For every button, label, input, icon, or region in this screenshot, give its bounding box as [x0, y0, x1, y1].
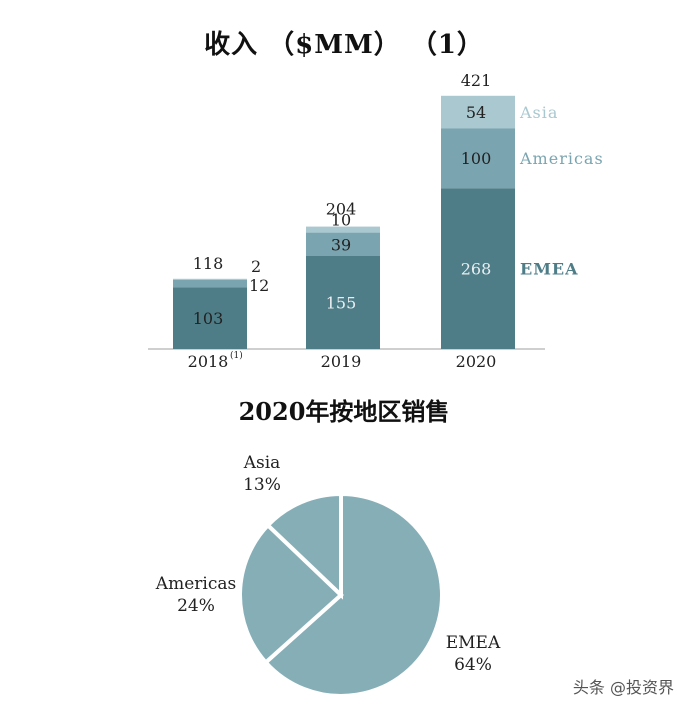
- bar-emea-2020: [441, 188, 515, 349]
- pie-slice-asia: [265, 491, 343, 600]
- bar-asia-2020: [441, 95, 515, 129]
- bar-asia-2018: [173, 278, 247, 280]
- x-tick-label: 2018: [188, 352, 229, 371]
- legend-asia: Asia: [519, 103, 558, 122]
- pie-label-percent: 13%: [243, 475, 281, 495]
- bar-asia-2019: [306, 226, 380, 233]
- bar-value-label: 100: [461, 149, 492, 168]
- pie-slice-americas: [238, 522, 344, 666]
- bar-value-label: 103: [193, 309, 224, 328]
- watermark: 头条 @投资界: [572, 678, 674, 697]
- bar-value-label: 12: [249, 276, 269, 295]
- x-tick-footnote: (1): [230, 350, 243, 361]
- bar-total-label: 204: [326, 200, 357, 219]
- pie-label-name: Asia: [243, 453, 281, 473]
- bar-value-label: 2: [251, 257, 261, 276]
- bar-chart-title: 收入 （$MM） （1）: [204, 30, 484, 60]
- legend-emea: EMEA: [520, 260, 579, 279]
- pie-label-name: Americas: [155, 574, 236, 594]
- bar-total-label: 118: [193, 254, 224, 273]
- bar-emea-2019: [306, 256, 380, 349]
- bar-total-label: 421: [461, 71, 492, 90]
- x-tick-label: 2020: [456, 352, 497, 371]
- x-tick-label: 2019: [321, 352, 362, 371]
- bar-value-label: 39: [331, 235, 351, 254]
- bar-value-label: 10: [331, 211, 351, 230]
- bar-value-label: 155: [326, 294, 357, 313]
- legend-americas: Americas: [519, 149, 604, 168]
- bar-americas-2019: [306, 232, 380, 256]
- bar-value-label: 268: [461, 260, 492, 279]
- pie-label-percent: 24%: [177, 596, 215, 616]
- bar-americas-2018: [173, 280, 247, 288]
- pie-chart-title: 2020年按地区销售: [238, 397, 450, 426]
- pie-label-percent: 64%: [454, 655, 492, 675]
- bar-emea-2018: [173, 287, 247, 349]
- pie-label-name: EMEA: [446, 633, 501, 653]
- bar-americas-2020: [441, 128, 515, 189]
- bar-value-label: 54: [466, 103, 486, 122]
- pie-slice-emea: [262, 491, 444, 698]
